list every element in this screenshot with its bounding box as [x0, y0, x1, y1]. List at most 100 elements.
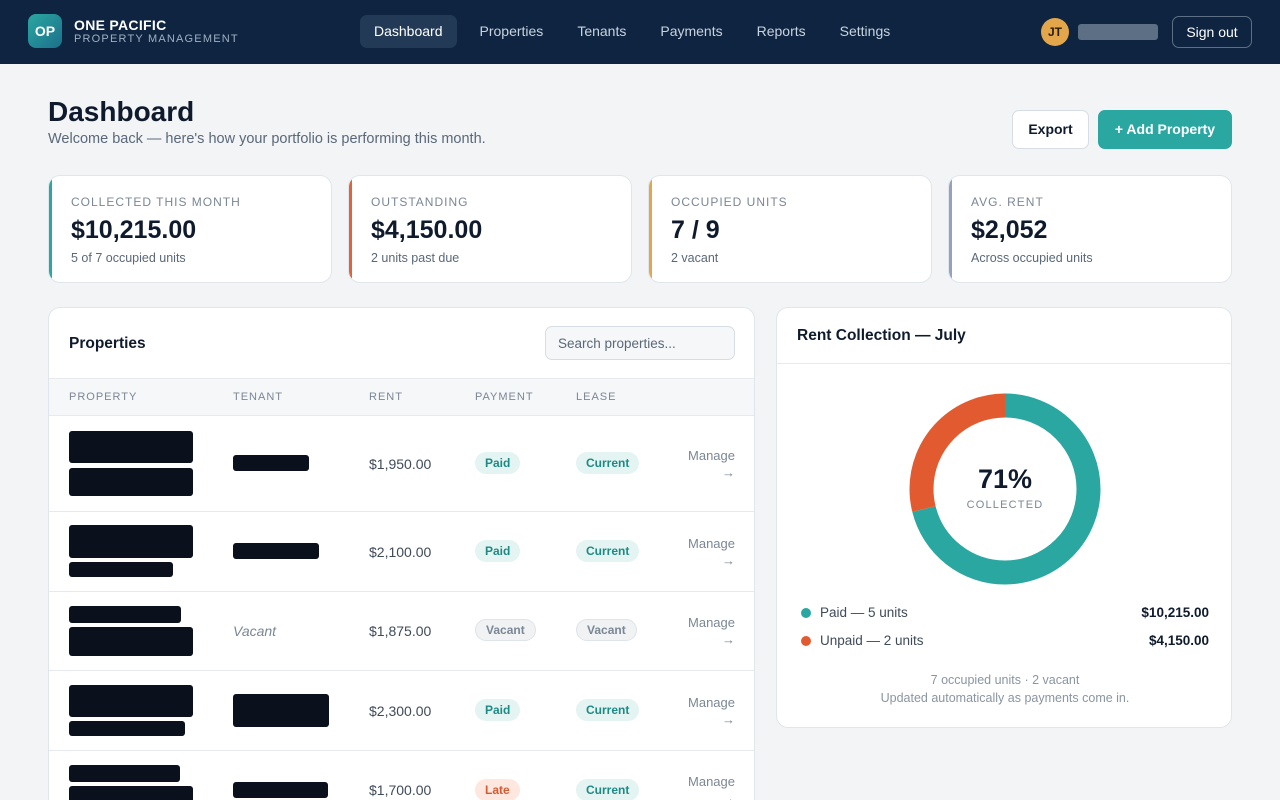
rent-collection-donut-chart [909, 393, 1101, 585]
search-properties-input[interactable] [545, 326, 735, 360]
payment-status-badge: Paid [475, 452, 521, 474]
property-address-redacted [69, 627, 193, 656]
property-address-redacted [69, 562, 173, 577]
property-name-redacted [69, 685, 193, 717]
stat-label: OUTSTANDING [371, 195, 469, 209]
property-address-redacted [69, 786, 193, 800]
tenant-name-redacted [233, 543, 319, 559]
column-header-rent[interactable]: RENT [369, 391, 403, 403]
table-row[interactable]: $2,100.00 Paid Current Manage → [49, 512, 754, 592]
donut-percent-label: COLLECTED [966, 499, 1044, 511]
nav-properties[interactable]: Properties [479, 23, 544, 39]
lease-status-badge: Vacant [576, 619, 637, 641]
top-navbar: OP ONE PACIFIC PROPERTY MANAGEMENT Dashb… [0, 0, 1280, 64]
nav-payments[interactable]: Payments [660, 23, 723, 39]
update-footnote: Updated automatically as payments come i… [880, 691, 1130, 705]
nav-settings[interactable]: Settings [839, 23, 891, 39]
tenant-name-redacted [233, 694, 329, 727]
property-name-redacted [69, 525, 193, 558]
table-row[interactable]: $2,300.00 Paid Current Manage → [49, 671, 754, 751]
stat-note: 5 of 7 occupied units [71, 251, 186, 265]
page-title: Dashboard [48, 96, 195, 127]
stat-note: Across occupied units [971, 251, 1093, 265]
rent-amount: $2,100.00 [369, 544, 432, 560]
manage-link[interactable]: Manage → [688, 774, 735, 800]
tenant-vacant-label: Vacant [233, 623, 277, 639]
legend-label: Paid — 5 units [820, 605, 908, 620]
payment-status-badge: Vacant [475, 619, 536, 641]
lease-status-badge: Current [576, 452, 640, 474]
property-name-redacted [69, 606, 181, 623]
stat-card-occupied: OCCUPIED UNITS 7 / 9 2 vacant [648, 175, 932, 283]
legend-value: $4,150.00 [1148, 633, 1209, 648]
add-property-button[interactable]: + Add Property [1098, 110, 1232, 149]
lease-status-badge: Current [576, 779, 640, 800]
rent-amount: $1,875.00 [369, 623, 432, 639]
tenant-name-redacted [233, 455, 309, 471]
stat-label: OCCUPIED UNITS [671, 195, 788, 209]
manage-link[interactable]: Manage → [688, 536, 735, 568]
table-row[interactable]: $1,700.00 Late Current Manage → [49, 751, 754, 800]
column-header-lease[interactable]: LEASE [576, 391, 617, 403]
column-header-tenant[interactable]: TENANT [233, 391, 283, 403]
table-header: PROPERTY TENANT RENT PAYMENT LEASE [49, 378, 754, 416]
brand-logo[interactable]: OP [28, 14, 62, 48]
manage-link[interactable]: Manage → [688, 615, 735, 647]
rent-amount: $2,300.00 [369, 703, 432, 719]
properties-card: Properties PROPERTY TENANT RENT PAYMENT … [48, 307, 755, 800]
stat-value: $4,150.00 [371, 216, 483, 244]
lease-status-badge: Current [576, 699, 640, 721]
property-name-redacted [69, 431, 193, 463]
user-avatar[interactable]: JT [1041, 18, 1069, 46]
property-name-redacted [69, 765, 180, 782]
stat-value: 7 / 9 [671, 216, 720, 244]
rent-collection-card: Rent Collection — July 71% COLLECTED Pai… [776, 307, 1232, 728]
properties-title: Properties [69, 335, 146, 352]
legend-dot-paid [801, 608, 811, 618]
stat-card-outstanding: OUTSTANDING $4,150.00 2 units past due [348, 175, 632, 283]
export-button[interactable]: Export [1012, 110, 1089, 149]
stat-card-collected: COLLECTED THIS MONTH $10,215.00 5 of 7 o… [48, 175, 332, 283]
legend-dot-unpaid [801, 636, 811, 646]
payment-status-badge: Paid [475, 540, 521, 562]
nav-dashboard[interactable]: Dashboard [360, 15, 457, 48]
occupancy-footnote: 7 occupied units · 2 vacant [930, 673, 1080, 687]
rent-collection-title: Rent Collection — July [797, 327, 966, 344]
stat-card-avg-rent: AVG. RENT $2,052 Across occupied units [948, 175, 1232, 283]
legend-item-paid: Paid — 5 units $10,215.00 [801, 603, 1209, 623]
user-name-redacted [1078, 24, 1158, 40]
stat-label: COLLECTED THIS MONTH [71, 195, 241, 209]
donut-percent: 71% [977, 464, 1033, 494]
lease-status-badge: Current [576, 540, 640, 562]
brand-name: ONE PACIFIC [74, 17, 167, 33]
sign-out-button[interactable]: Sign out [1172, 16, 1252, 48]
stat-value: $10,215.00 [71, 216, 197, 244]
page-subtitle: Welcome back — here's how your portfolio… [48, 131, 486, 147]
payment-status-badge: Paid [475, 699, 521, 721]
manage-link[interactable]: Manage → [688, 695, 735, 727]
stat-note: 2 units past due [371, 251, 460, 265]
stat-note: 2 vacant [671, 251, 719, 265]
legend-label: Unpaid — 2 units [820, 633, 924, 648]
rent-amount: $1,950.00 [369, 456, 432, 472]
stat-label: AVG. RENT [971, 195, 1044, 209]
property-address-redacted [69, 468, 193, 496]
brand-tagline: PROPERTY MANAGEMENT [74, 33, 239, 45]
property-address-redacted [69, 721, 185, 736]
main-nav: Dashboard Properties Tenants Payments Re… [360, 15, 907, 48]
legend-item-unpaid: Unpaid — 2 units $4,150.00 [801, 631, 1209, 651]
table-row[interactable]: Vacant $1,875.00 Vacant Vacant Manage → [49, 592, 754, 671]
nav-reports[interactable]: Reports [756, 23, 806, 39]
legend-value: $10,215.00 [1141, 605, 1209, 620]
column-header-property[interactable]: PROPERTY [69, 391, 138, 403]
column-header-payment[interactable]: PAYMENT [475, 391, 534, 403]
stat-value: $2,052 [971, 216, 1048, 244]
rent-collection-header: Rent Collection — July [777, 308, 1231, 364]
payment-status-badge: Late [475, 779, 520, 800]
tenant-name-redacted [233, 782, 328, 798]
rent-amount: $1,700.00 [369, 782, 432, 798]
donut-slice-unpaid [909, 393, 1101, 585]
nav-tenants[interactable]: Tenants [577, 23, 627, 39]
table-row[interactable]: $1,950.00 Paid Current Manage → [49, 416, 754, 512]
manage-link[interactable]: Manage → [688, 448, 735, 480]
